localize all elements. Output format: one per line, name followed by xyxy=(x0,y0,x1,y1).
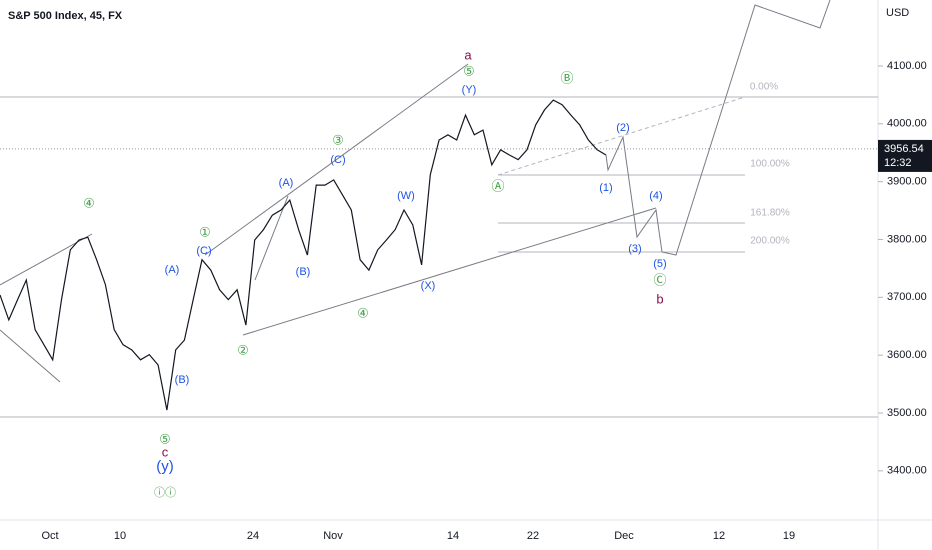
symbol-title: S&P 500 Index, 45, FX xyxy=(8,10,123,22)
fib-trend xyxy=(497,96,746,176)
trend-line xyxy=(204,63,469,256)
y-tick-label: 3800.00 xyxy=(887,233,927,245)
projection-path xyxy=(605,0,831,256)
price-tag-countdown: 12:32 xyxy=(884,157,912,169)
y-tick-label: 4000.00 xyxy=(887,118,927,130)
wave-label: (3) xyxy=(628,243,641,255)
fib-label: 100.00% xyxy=(750,159,790,170)
wave-label: ④ xyxy=(83,195,95,210)
price-tag-value: 3956.54 xyxy=(884,143,924,155)
axis-unit: USD xyxy=(886,7,909,19)
wave-label: (B) xyxy=(296,266,311,278)
wave-label: (5) xyxy=(653,258,666,270)
wave-label: a xyxy=(464,47,472,62)
x-tick-label: 19 xyxy=(783,530,795,542)
x-tick-label: Dec xyxy=(614,530,634,542)
wave-label: ⓘⓘ xyxy=(154,486,176,499)
wave-label: ⑤ xyxy=(463,63,475,78)
wave-label: (C) xyxy=(330,154,345,166)
x-tick-label: 14 xyxy=(447,530,459,542)
wave-label: Ⓐ xyxy=(491,178,504,193)
trend-line xyxy=(254,195,289,281)
fib-label: 0.00% xyxy=(750,82,778,93)
wave-label: (Y) xyxy=(462,84,477,96)
x-tick-label: 12 xyxy=(713,530,725,542)
wave-label: (W) xyxy=(397,190,415,202)
wave-label: (C) xyxy=(196,245,211,257)
y-tick-label: 3700.00 xyxy=(887,291,927,303)
wave-label: c xyxy=(162,444,169,459)
wave-label: ⑤ xyxy=(159,431,171,446)
x-tick-label: 24 xyxy=(247,530,259,542)
price-tag xyxy=(878,139,932,172)
wave-label: (X) xyxy=(421,280,436,292)
x-tick-label: 22 xyxy=(527,530,539,542)
wave-label: (B) xyxy=(175,374,190,386)
wave-label: (A) xyxy=(279,177,294,189)
x-tick-label: 10 xyxy=(114,530,126,542)
wave-label: ④ xyxy=(357,305,369,320)
fib-label: 200.00% xyxy=(750,236,790,247)
wave-label: (A) xyxy=(165,264,180,276)
annotation-lines xyxy=(0,0,878,418)
wave-label: Ⓒ xyxy=(653,272,666,287)
y-tick-label: 3500.00 xyxy=(887,407,927,419)
wave-label: (y) xyxy=(156,458,174,475)
x-tick-label: Oct xyxy=(41,530,58,542)
wave-label: Ⓑ xyxy=(560,70,573,85)
trend-line xyxy=(242,207,657,336)
x-tick-label: Nov xyxy=(323,530,343,542)
wave-label: b xyxy=(656,291,663,306)
wave-label: (4) xyxy=(649,190,662,202)
wave-label: ② xyxy=(237,342,249,357)
wave-label: ③ xyxy=(332,132,344,147)
wave-label: ① xyxy=(199,224,211,239)
wave-label: (1) xyxy=(599,182,612,194)
y-tick-label: 3900.00 xyxy=(887,176,927,188)
wave-label: (2) xyxy=(616,122,629,134)
y-tick-label: 3600.00 xyxy=(887,349,927,361)
trend-line xyxy=(0,329,61,383)
y-tick-label: 4100.00 xyxy=(887,60,927,72)
price-line xyxy=(0,99,607,411)
fib-label: 161.80% xyxy=(750,208,790,219)
y-tick-label: 3400.00 xyxy=(887,465,927,477)
